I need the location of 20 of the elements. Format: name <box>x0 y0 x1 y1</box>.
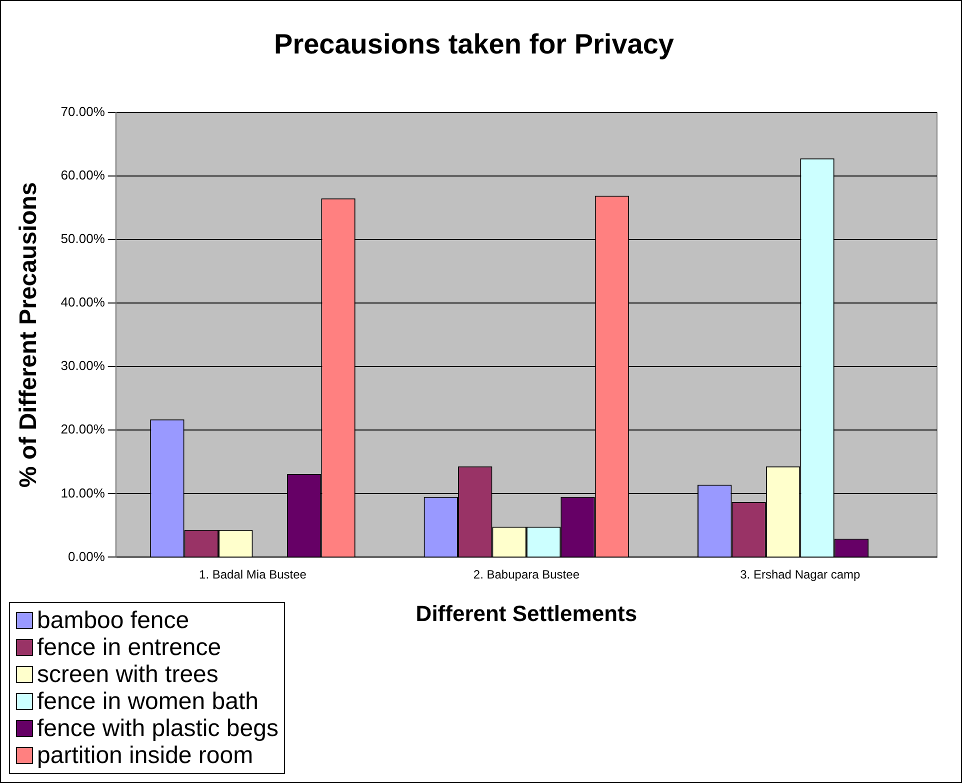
y-axis-title: % of Different Precausions <box>15 182 42 488</box>
y-tick-label: 20.00% <box>60 422 106 437</box>
y-tick-label: 10.00% <box>60 485 106 500</box>
y-tick-label: 50.00% <box>60 231 106 246</box>
x-tick-label: 3. Ershad Nagar camp <box>740 568 860 582</box>
legend-label: fence in women bath <box>37 688 258 715</box>
chart-title: Precausions taken for Privacy <box>274 28 674 60</box>
legend-label: fence in entrence <box>37 634 222 661</box>
legend-label: fence with plastic begs <box>37 715 278 742</box>
x-tick-label: 2. Babupara Bustee <box>473 568 580 582</box>
y-tick-label: 70.00% <box>60 104 106 120</box>
y-tick-label: 40.00% <box>60 294 106 310</box>
x-axis-title: Different Settlements <box>416 600 638 626</box>
y-tick-label: 0.00% <box>68 548 106 564</box>
x-tick-label: 1. Badal Mia Bustee <box>199 568 307 582</box>
y-tick-label: 60.00% <box>60 168 106 183</box>
y-tick-label: 30.00% <box>60 358 106 374</box>
legend-label: bamboo fence <box>37 607 190 634</box>
legend-label: screen with trees <box>37 661 218 688</box>
legend-label: partition inside room <box>37 742 254 769</box>
